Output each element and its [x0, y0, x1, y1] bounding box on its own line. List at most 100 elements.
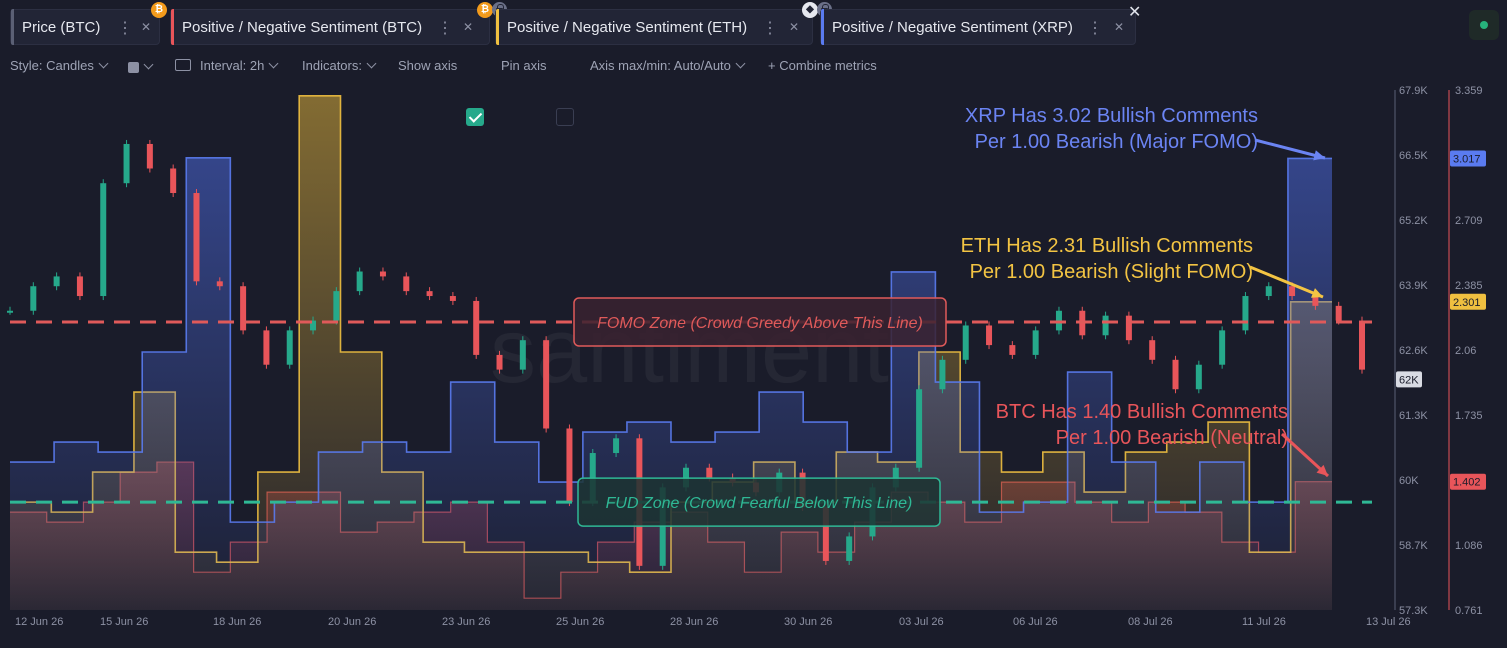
style-dropdown[interactable]: Style: Candles — [10, 58, 109, 73]
more-icon[interactable]: ⋮ — [1087, 20, 1103, 37]
price-candle — [1172, 359, 1179, 390]
pin-axis-label: Pin axis — [501, 58, 547, 73]
price-candle — [7, 310, 13, 313]
calendar-icon — [175, 59, 191, 71]
price-candle — [193, 193, 200, 282]
chevron-down-icon — [143, 59, 154, 70]
price-candle — [53, 276, 60, 287]
chevron-down-icon — [366, 58, 377, 69]
more-icon[interactable]: ⋮ — [117, 20, 133, 37]
price-candle — [310, 320, 317, 331]
price-candle — [566, 428, 573, 503]
price-candle — [333, 291, 340, 321]
combine-metrics-button[interactable]: + Combine metrics — [768, 58, 877, 73]
close-icon[interactable]: ✕ — [789, 20, 800, 34]
x-axis-tick: 15 Jun 26 — [100, 616, 148, 628]
style-label: Style: Candles — [10, 58, 94, 73]
sentiment-current-value: 3.017 — [1453, 153, 1481, 165]
interval-dropdown[interactable]: Interval: 2h — [175, 58, 279, 73]
metric-tabs: Price (BTC) ⋮ ✕ ₿ Positive / Negative Se… — [0, 0, 1507, 52]
close-icon[interactable]: ✕ — [1114, 20, 1125, 34]
price-candle — [240, 286, 247, 331]
more-icon[interactable]: ⋮ — [437, 20, 453, 37]
price-axis-tick: 58.7K — [1399, 540, 1428, 552]
axis-range-dropdown[interactable]: Axis max/min: Auto/Auto — [590, 58, 746, 73]
price-candle — [496, 354, 503, 370]
price-candle — [286, 330, 293, 365]
price-candle — [846, 536, 853, 561]
price-candle — [1289, 286, 1296, 297]
chart-toolbar: Style: Candles Interval: 2h Indicators: … — [0, 52, 1507, 126]
show-axis-checkbox[interactable] — [466, 108, 484, 126]
close-icon[interactable]: ✕ — [463, 20, 474, 34]
price-candle — [426, 291, 433, 297]
interval-label: Interval: 2h — [200, 58, 265, 73]
tab-color-bar — [171, 9, 174, 45]
color-dropdown[interactable] — [128, 59, 154, 74]
axis-range-label: Axis max/min: Auto/Auto — [590, 58, 731, 73]
sentiment-axis-tick: 2.385 — [1455, 280, 1483, 292]
x-axis-tick: 06 Jul 26 — [1013, 616, 1058, 628]
sentiment-axis-tick: 2.06 — [1455, 345, 1476, 357]
zone-label-box — [577, 477, 941, 527]
price-candle — [30, 286, 37, 311]
x-axis-tick: 08 Jul 26 — [1128, 616, 1173, 628]
price-axis-tick: 67.9K — [1399, 85, 1428, 97]
tab-price-btc[interactable]: Price (BTC) ⋮ ✕ — [10, 9, 160, 45]
sentiment-axis-tick: 2.709 — [1455, 215, 1483, 227]
price-candle — [1009, 345, 1016, 355]
price-candle — [706, 467, 713, 478]
tab-color-bar — [11, 9, 14, 45]
price-candle — [1359, 320, 1365, 370]
zone-label: FUD Zone (Crowd Fearful Below This Line) — [606, 495, 913, 512]
price-candle — [962, 325, 969, 360]
x-axis-tick: 11 Jul 26 — [1242, 616, 1286, 628]
price-axis-tick: 61.3K — [1399, 410, 1428, 422]
zone-label-box — [573, 297, 947, 347]
sentiment-current-value: 2.301 — [1453, 297, 1481, 309]
indicators-dropdown[interactable]: Indicators: — [302, 58, 377, 73]
x-axis-tick: 28 Jun 26 — [670, 616, 718, 628]
price-candle — [986, 325, 993, 346]
x-axis-tick: 18 Jun 26 — [213, 616, 261, 628]
x-axis-tick: 25 Jun 26 — [556, 616, 604, 628]
indicators-label: Indicators: — [302, 58, 362, 73]
price-candle — [1149, 340, 1156, 360]
x-axis-tick: 23 Jun 26 — [442, 616, 490, 628]
price-current-value: 62K — [1399, 374, 1419, 386]
price-candle — [543, 340, 550, 429]
price-candle — [449, 296, 456, 301]
pin-axis-checkbox[interactable] — [556, 108, 574, 126]
price-candle — [473, 300, 480, 355]
price-candle — [356, 271, 363, 292]
tab-sentiment-xrp[interactable]: Positive / Negative Sentiment (XRP) ⋮ ✕ — [820, 9, 1136, 45]
price-candle — [1032, 330, 1039, 355]
annotation-arrowhead — [1311, 288, 1323, 298]
price-candle — [1265, 286, 1272, 297]
close-all-icon[interactable]: ✕ — [1128, 4, 1142, 21]
price-candle — [1195, 364, 1202, 390]
chevron-down-icon — [735, 58, 746, 69]
ethereum-icon: ◆ — [802, 2, 818, 18]
sentiment-axis-tick: 0.761 — [1455, 605, 1483, 617]
price-candle — [263, 330, 270, 365]
tab-label: Positive / Negative Sentiment (XRP) — [832, 18, 1073, 36]
price-candle — [170, 168, 177, 194]
chevron-down-icon — [98, 58, 109, 69]
tab-sentiment-btc[interactable]: Positive / Negative Sentiment (BTC) ⋮ ✕ — [170, 9, 490, 45]
annotation-arrowhead — [1313, 150, 1325, 161]
close-icon[interactable]: ✕ — [141, 20, 152, 34]
tab-sentiment-eth[interactable]: Positive / Negative Sentiment (ETH) ⋮ ✕ — [495, 9, 813, 45]
price-candle — [822, 506, 829, 561]
price-candle — [939, 359, 946, 390]
x-axis-tick: 03 Jul 26 — [899, 616, 944, 628]
price-candle — [1219, 330, 1226, 365]
sentiment-current-badge — [1450, 293, 1486, 310]
price-candle — [146, 143, 153, 169]
x-axis-tick: 12 Jun 26 — [15, 616, 63, 628]
price-axis-tick: 65.2K — [1399, 215, 1428, 227]
tab-color-bar — [821, 9, 824, 45]
price-axis-tick: 60K — [1399, 475, 1419, 487]
annotation-text: Per 1.00 Bearish (Slight FOMO) — [970, 261, 1253, 283]
more-icon[interactable]: ⋮ — [762, 20, 778, 37]
